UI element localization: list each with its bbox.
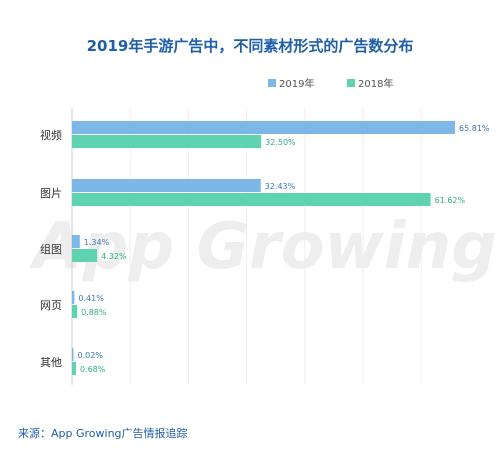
data-label: 0.88% (81, 308, 107, 317)
category-label: 视频 (40, 128, 62, 142)
legend-label: 2018年 (358, 77, 393, 90)
data-label: 32.43% (265, 182, 296, 191)
bar (72, 193, 431, 206)
data-label: 61.62% (435, 196, 466, 205)
bar (72, 362, 76, 375)
category-label: 图片 (40, 187, 62, 200)
bar (72, 291, 75, 304)
category-label: 网页 (40, 299, 62, 312)
bar (72, 121, 455, 134)
data-label: 65.81% (459, 124, 490, 133)
bars: 视频 65.81% 32.50% 图片 32.43% 61.62% 组图 1.34% 4.32%… (40, 121, 490, 375)
data-label: 0.02% (78, 351, 104, 360)
bar (72, 179, 261, 192)
data-label: 0.41% (78, 294, 104, 303)
source-note: 来源：App Growing广告情报追踪 (18, 427, 188, 440)
legend-label: 2019年 (279, 77, 314, 90)
bar (72, 305, 78, 318)
chart-title: 2019年手游广告中，不同素材形式的广告数分布 (87, 37, 414, 55)
bar (72, 135, 262, 148)
legend-swatch (268, 79, 276, 87)
data-label: 4.32% (101, 252, 127, 261)
watermark: App Growing (28, 210, 497, 284)
bar (72, 249, 98, 262)
bar (72, 348, 74, 361)
grid (71, 108, 422, 385)
category-label: 组图 (40, 242, 62, 256)
legend: 2019年 2018年 (268, 77, 393, 90)
bar (72, 235, 80, 248)
legend-swatch (347, 79, 355, 87)
data-label: 0.68% (80, 365, 106, 374)
category-label: 其他 (40, 356, 62, 369)
data-label: 32.50% (265, 138, 296, 147)
data-label: 1.34% (84, 238, 110, 247)
